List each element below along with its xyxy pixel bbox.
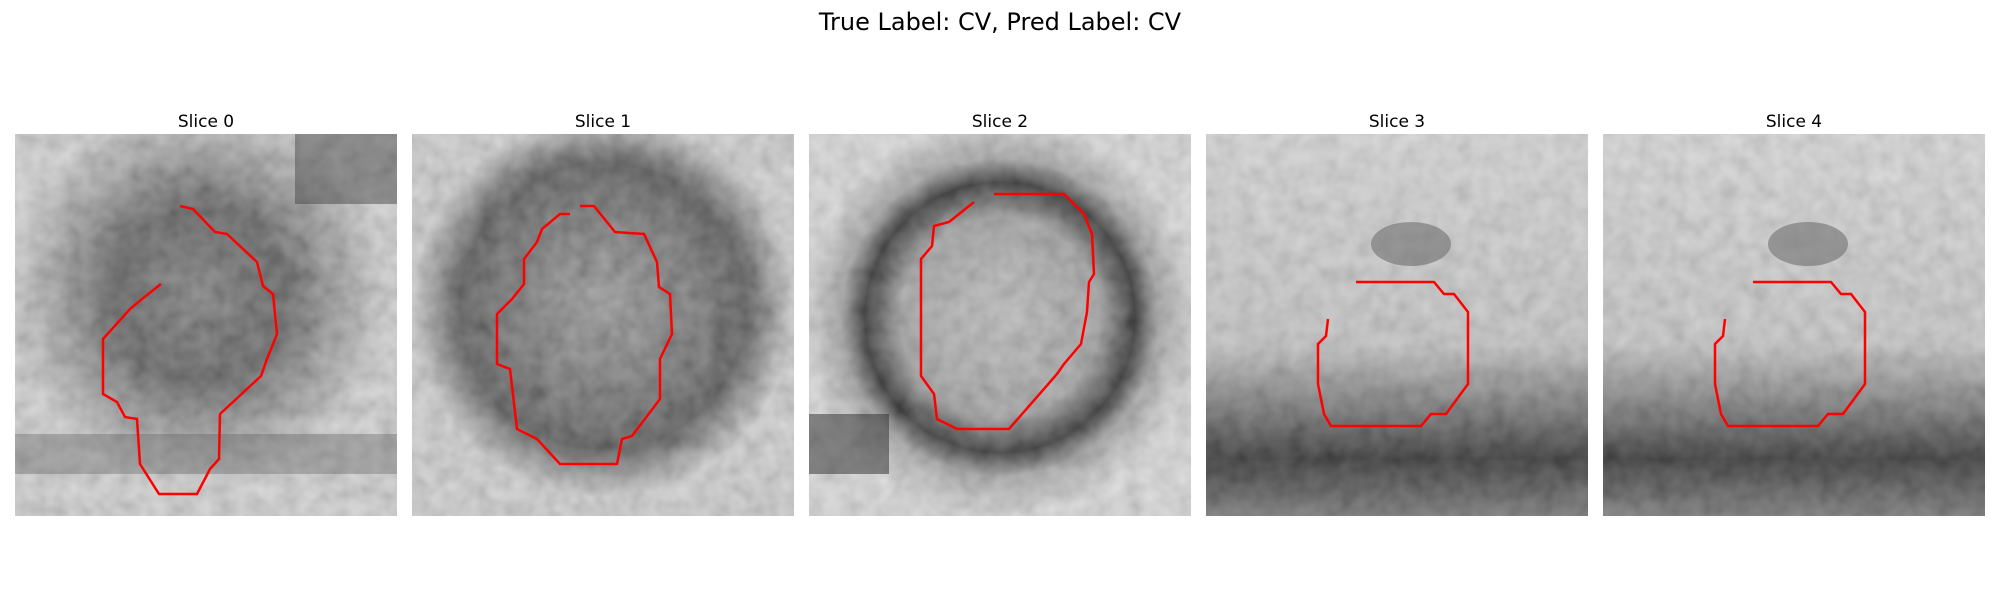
figure-title: True Label: CV, Pred Label: CV <box>818 8 1182 36</box>
contour-3 <box>1316 280 1470 428</box>
slice-panel-0: Slice 0 <box>15 110 397 516</box>
contour-2 <box>919 192 1096 431</box>
slice-panel-3: Slice 3 <box>1206 110 1588 516</box>
slice-title: Slice 0 <box>177 112 235 132</box>
slice-panel-4: Slice 4 <box>1603 110 1985 516</box>
slice-image-2 <box>809 134 1191 516</box>
slice-title: Slice 2 <box>971 112 1029 132</box>
slice-panel-2: Slice 2 <box>809 110 1191 516</box>
slice-title: Slice 4 <box>1765 112 1823 132</box>
contour-1 <box>495 204 674 466</box>
slice-image-3 <box>1206 134 1588 516</box>
slice-title: Slice 3 <box>1368 112 1426 132</box>
contour-0 <box>101 204 279 496</box>
slice-image-1 <box>412 134 794 516</box>
slice-image-4 <box>1603 134 1985 516</box>
slice-image-0 <box>15 134 397 516</box>
slice-title: Slice 1 <box>574 112 632 132</box>
contour-4 <box>1713 280 1867 428</box>
slice-panel-1: Slice 1 <box>412 110 794 516</box>
